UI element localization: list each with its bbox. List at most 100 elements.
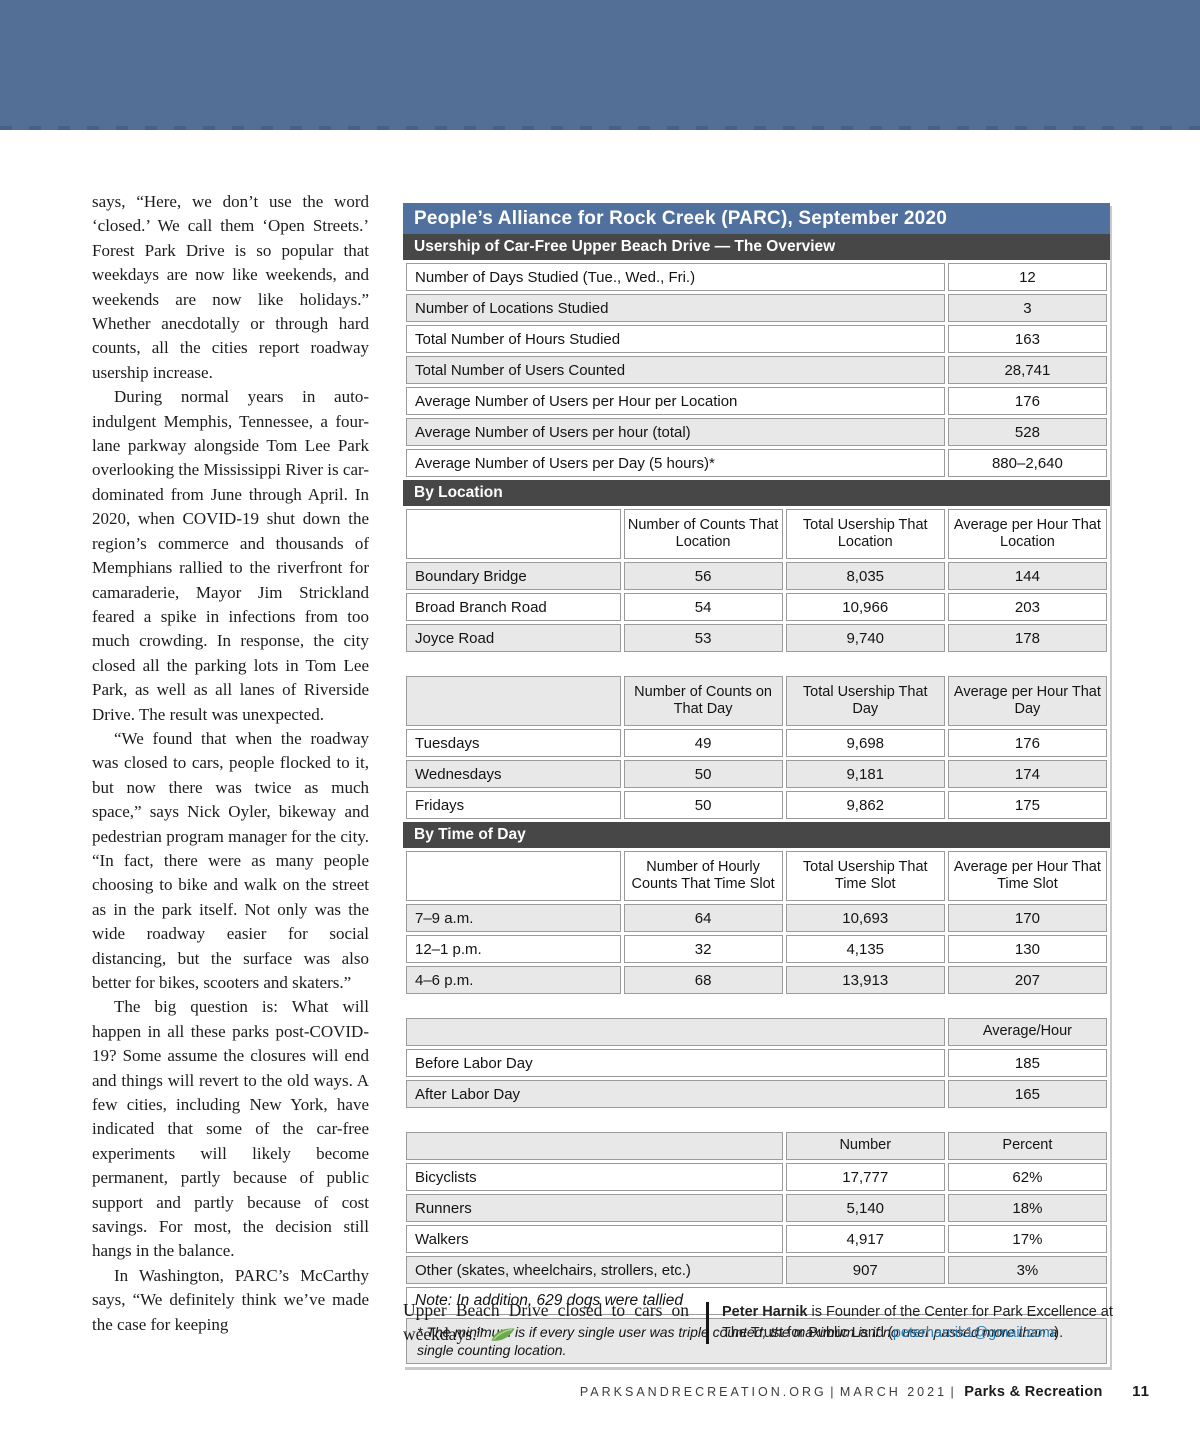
- row-label: Average Number of Users per Hour per Loc…: [406, 387, 945, 415]
- row-label: Other (skates, wheelchairs, strollers, e…: [406, 1256, 783, 1284]
- table-row: Number of Days Studied (Tue., Wed., Fri.…: [406, 263, 1107, 291]
- row-label: Boundary Bridge: [406, 562, 621, 590]
- column-header: Number: [785, 1132, 945, 1160]
- author-email-link[interactable]: peterharnik1@gmail.com: [892, 1325, 1055, 1341]
- by-time-table: Number of Hourly Counts That Time Slot T…: [403, 848, 1110, 1367]
- row-value: 13,913: [785, 966, 945, 994]
- author-byline: Peter Harnik is Founder of the Center fo…: [706, 1302, 1122, 1344]
- row-value: 9,740: [785, 624, 945, 652]
- table-row: Other (skates, wheelchairs, strollers, e…: [406, 1256, 1107, 1284]
- table-row: Average Number of Users per Hour per Loc…: [406, 387, 1107, 415]
- footer-separator: |: [950, 1385, 957, 1399]
- row-label: Average Number of Users per hour (total): [406, 418, 945, 446]
- row-value: 880–2,640: [947, 449, 1107, 477]
- row-value: 9,862: [785, 791, 945, 819]
- article-body: says, “Here, we don’t use the word ‘clos…: [92, 190, 369, 1337]
- row-value: 130: [947, 935, 1107, 963]
- row-value: 62%: [947, 1163, 1107, 1191]
- table-row: 12–1 p.m. 32 4,135 130: [406, 935, 1107, 963]
- table-row: Broad Branch Road 54 10,966 203: [406, 593, 1107, 621]
- empty-cell: [406, 1018, 945, 1046]
- row-value: 207: [947, 966, 1107, 994]
- row-value: 170: [947, 904, 1107, 932]
- column-header: Number of Hourly Counts That Time Slot: [623, 851, 783, 901]
- column-header: Average per Hour That Time Slot: [947, 851, 1107, 901]
- column-header: Percent: [947, 1132, 1107, 1160]
- table-row: Before Labor Day 185: [406, 1049, 1107, 1077]
- byline-end: ).: [1054, 1325, 1064, 1341]
- row-value: 178: [947, 624, 1107, 652]
- row-value: 144: [947, 562, 1107, 590]
- row-value: 50: [623, 760, 783, 788]
- footer-site: PARKSANDRECREATION.ORG: [579, 1385, 827, 1399]
- table-row: Boundary Bridge 56 8,035 144: [406, 562, 1107, 590]
- table-row: Wednesdays 50 9,181 174: [406, 760, 1107, 788]
- row-value: 907: [785, 1256, 945, 1284]
- table-section-by-time-header: By Time of Day: [403, 822, 1110, 848]
- table-row: Fridays 50 9,862 175: [406, 791, 1107, 819]
- table-title: People’s Alliance for Rock Creek (PARC),…: [403, 203, 1110, 234]
- table-row: Total Number of Hours Studied 163: [406, 325, 1107, 353]
- row-label: 7–9 a.m.: [406, 904, 621, 932]
- column-header: Total Usership That Location: [785, 509, 945, 559]
- row-value: 174: [947, 760, 1107, 788]
- empty-cell: [406, 676, 621, 726]
- article-paragraph: “We found that when the roadway was clos…: [92, 728, 369, 992]
- footer-magazine-name: Parks & Recreation: [964, 1384, 1103, 1400]
- row-label: 12–1 p.m.: [406, 935, 621, 963]
- row-label: After Labor Day: [406, 1080, 945, 1108]
- column-header: Number of Counts on That Day: [623, 676, 783, 726]
- table-row: 7–9 a.m. 64 10,693 170: [406, 904, 1107, 932]
- table-note: Note: In addition, 629 dogs were tallied: [406, 1287, 1107, 1315]
- row-label: Number of Locations Studied: [406, 294, 945, 322]
- by-location-table: Number of Counts That Location Total Use…: [403, 506, 1110, 822]
- table-row: Joyce Road 53 9,740 178: [406, 624, 1107, 652]
- page-number: 11: [1132, 1383, 1150, 1400]
- row-value: 64: [623, 904, 783, 932]
- data-table-block: People’s Alliance for Rock Creek (PARC),…: [403, 203, 1110, 1367]
- spacer-row: [406, 655, 1107, 673]
- page-footer: PARKSANDRECREATION.ORG | MARCH 2021 | Pa…: [580, 1383, 1150, 1400]
- row-value: 203: [947, 593, 1107, 621]
- row-value: 3%: [947, 1256, 1107, 1284]
- row-value: 9,698: [785, 729, 945, 757]
- note-row: Note: In addition, 629 dogs were tallied: [406, 1287, 1107, 1315]
- row-label: Number of Days Studied (Tue., Wed., Fri.…: [406, 263, 945, 291]
- row-value: 12: [947, 263, 1107, 291]
- photo-caption: Upper Beach Drive closed to cars on week…: [403, 1298, 689, 1348]
- column-header-row: Number Percent: [406, 1132, 1107, 1160]
- column-header: Average per Hour That Day: [947, 676, 1107, 726]
- table-section-overview-header: Usership of Car-Free Upper Beach Drive —…: [403, 234, 1110, 260]
- row-value: 56: [623, 562, 783, 590]
- top-banner: [0, 0, 1200, 130]
- overview-table: Number of Days Studied (Tue., Wed., Fri.…: [403, 260, 1110, 480]
- row-value: 49: [623, 729, 783, 757]
- leaf-icon: [490, 1324, 516, 1348]
- author-name: Peter Harnik: [722, 1304, 808, 1320]
- column-header: Average per Hour That Location: [947, 509, 1107, 559]
- row-value: 32: [623, 935, 783, 963]
- empty-cell: [406, 509, 621, 559]
- row-value: 175: [947, 791, 1107, 819]
- row-label: Before Labor Day: [406, 1049, 945, 1077]
- row-label: Broad Branch Road: [406, 593, 621, 621]
- table-row: Runners 5,140 18%: [406, 1194, 1107, 1222]
- table-row: After Labor Day 165: [406, 1080, 1107, 1108]
- row-label: Tuesdays: [406, 729, 621, 757]
- column-header-row: Number of Counts That Location Total Use…: [406, 509, 1107, 559]
- table-section-by-location-header: By Location: [403, 480, 1110, 506]
- row-value: 10,693: [785, 904, 945, 932]
- article-paragraph: In Washington, PARC’s McCarthy says, “We…: [92, 1265, 369, 1334]
- banner-dashed-divider: [0, 126, 1200, 130]
- table-row: Total Number of Users Counted 28,741: [406, 356, 1107, 384]
- row-label: 4–6 p.m.: [406, 966, 621, 994]
- empty-cell: [406, 851, 621, 901]
- footnote-row: * The minimum is if every single user wa…: [406, 1318, 1107, 1365]
- article-paragraph: The big question is: What will happen in…: [92, 997, 369, 1261]
- row-value: 176: [947, 387, 1107, 415]
- row-value: 18%: [947, 1194, 1107, 1222]
- table-row: 4–6 p.m. 68 13,913 207: [406, 966, 1107, 994]
- row-value: 17%: [947, 1225, 1107, 1253]
- row-value: 50: [623, 791, 783, 819]
- table-row: Walkers 4,917 17%: [406, 1225, 1107, 1253]
